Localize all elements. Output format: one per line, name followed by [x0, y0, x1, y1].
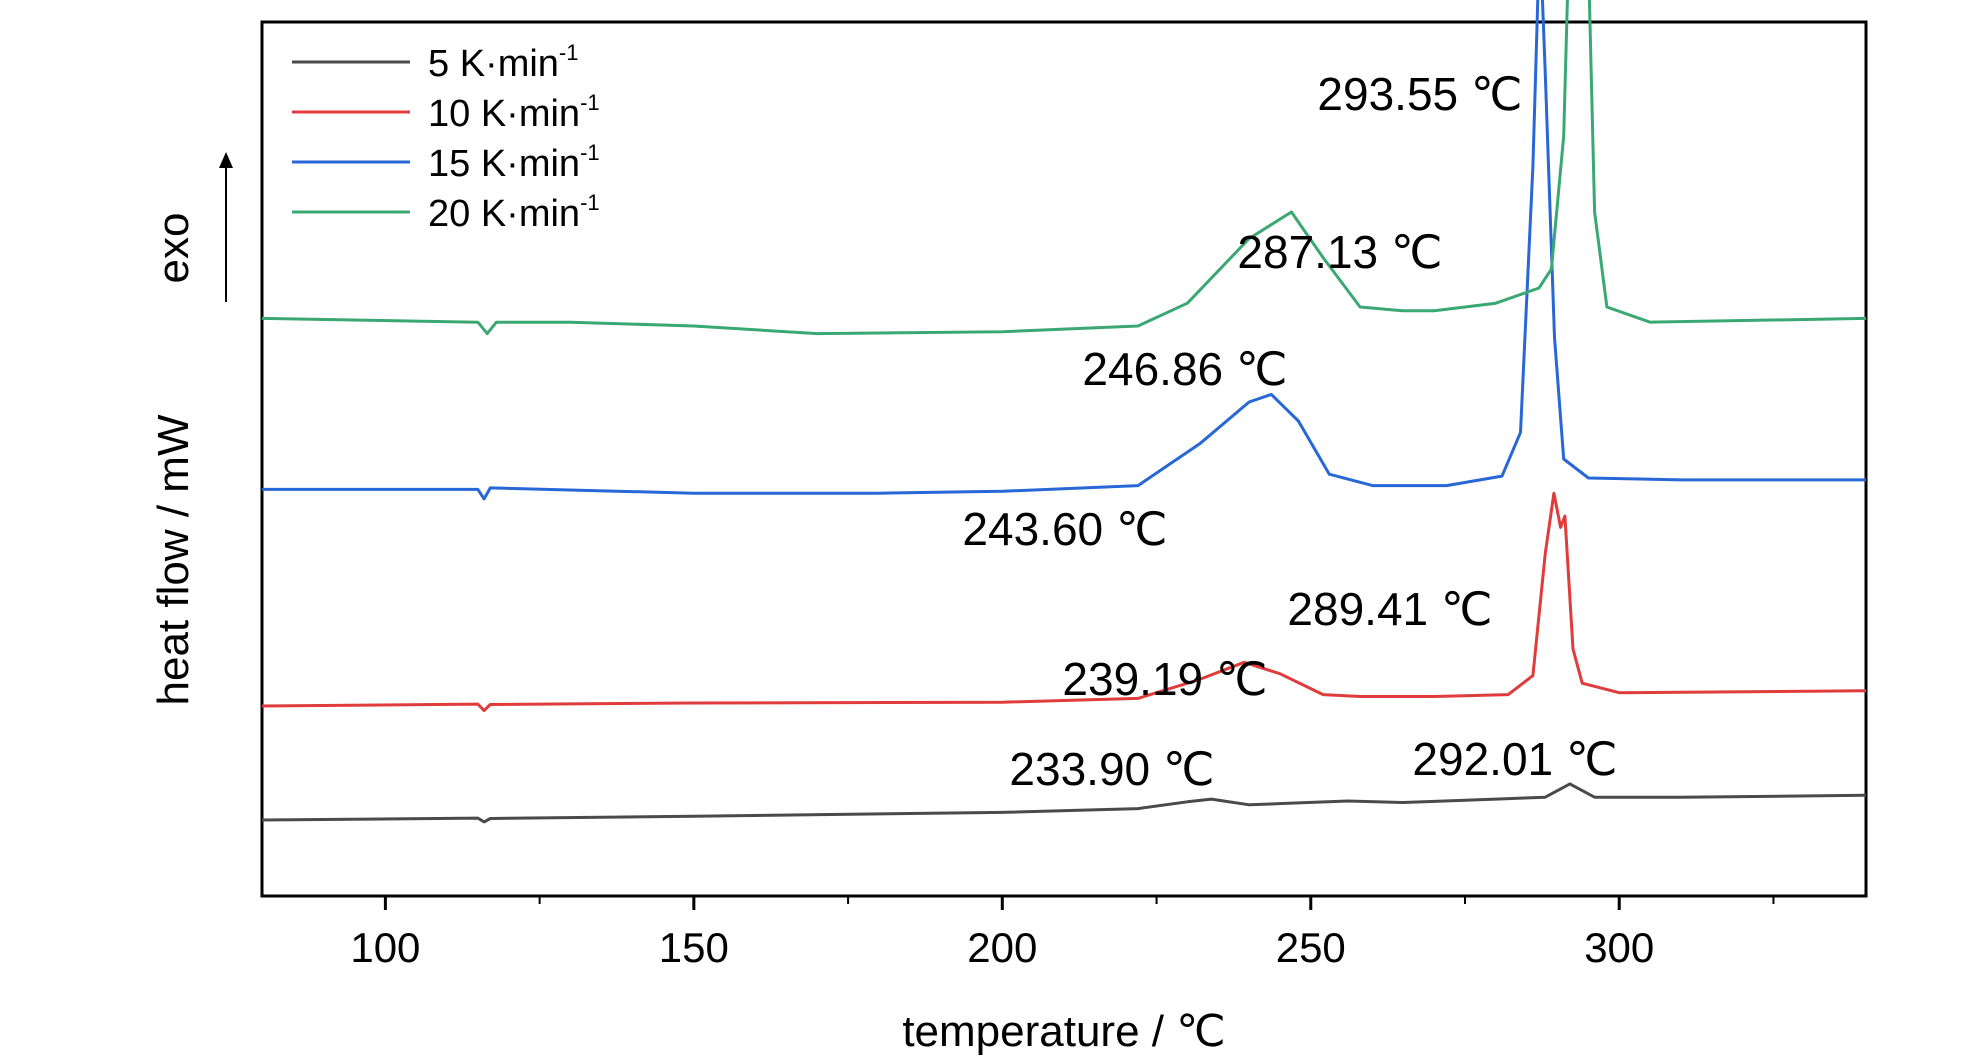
peak-label: 233.90 ℃: [1009, 743, 1214, 795]
legend-label-10: 10 K·min-1: [428, 90, 600, 135]
x-tick-label: 200: [967, 924, 1037, 971]
y-axis-label: heat flow / mW: [149, 414, 198, 705]
series-line-1: [261, 782, 1867, 824]
peak-label: 289.41 ℃: [1287, 583, 1492, 635]
x-tick-label: 250: [1276, 924, 1346, 971]
exo-label: exo: [149, 213, 198, 284]
peak-label: 246.86 ℃: [1082, 343, 1287, 395]
plot-frame: [260, 20, 1868, 898]
series-line-2: [261, 491, 1867, 713]
x-tick-label: 150: [659, 924, 729, 971]
series-layer: [261, 0, 1867, 824]
series-line-4: [261, 0, 1867, 336]
peak-label: 243.60 ℃: [962, 503, 1167, 555]
legend: 5 K·min-1 10 K·min-1 15 K·min-1 20 K·min…: [292, 40, 600, 235]
peak-label: 287.13 ℃: [1237, 226, 1442, 278]
peak-label: 293.55 ℃: [1317, 68, 1522, 120]
series-line-3: [262, 0, 1866, 501]
exo-arrow-icon: [219, 152, 233, 168]
peak-label: 239.19 ℃: [1062, 653, 1267, 705]
peak-labels: 233.90 ℃ 292.01 ℃ 239.19 ℃ 289.41 ℃ 243.60 ℃…: [962, 68, 1617, 795]
x-tick-label: 300: [1584, 924, 1654, 971]
peak-label: 292.01 ℃: [1412, 733, 1617, 785]
x-tick-label: 100: [350, 924, 420, 971]
legend-label-5: 5 K·min-1: [428, 40, 578, 85]
x-axis-label: temperature / ℃: [902, 1007, 1225, 1056]
legend-label-20: 20 K·min-1: [428, 190, 600, 235]
legend-label-15: 15 K·min-1: [428, 140, 600, 185]
x-axis-ticks: 100 150 200 250 300: [350, 896, 1775, 971]
